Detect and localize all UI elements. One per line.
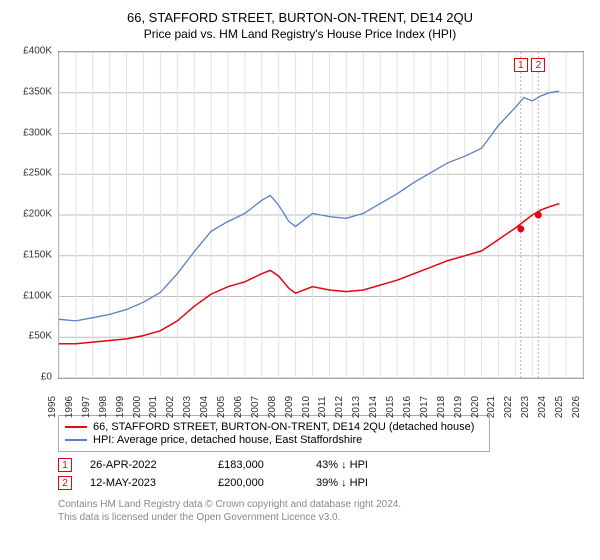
- x-tick-label: 1995: [47, 396, 58, 418]
- events-table: 1 26-APR-2022 £183,000 43% ↓ HPI 2 12-MAY-202…: [58, 458, 590, 490]
- event-price: £183,000: [218, 459, 298, 471]
- footer: Contains HM Land Registry data © Crown c…: [58, 498, 590, 524]
- footer-line-1: Contains HM Land Registry data © Crown c…: [58, 498, 590, 511]
- y-tick-label: £400K: [23, 46, 52, 57]
- x-tick-label: 2005: [216, 396, 227, 418]
- x-tick-label: 1997: [81, 396, 92, 418]
- x-tick-label: 2001: [148, 396, 159, 418]
- event-diff: 39% ↓ HPI: [316, 477, 406, 489]
- x-tick-label: 2010: [301, 396, 312, 418]
- x-tick-label: 2003: [182, 396, 193, 418]
- y-tick-label: £100K: [23, 290, 52, 301]
- x-tick-label: 2017: [419, 396, 430, 418]
- x-tick-label: 2012: [334, 396, 345, 418]
- y-tick-label: £300K: [23, 127, 52, 138]
- event-date: 26-APR-2022: [90, 459, 200, 471]
- x-tick-label: 1996: [64, 396, 75, 418]
- x-tick-label: 2016: [402, 396, 413, 418]
- x-tick-label: 2014: [368, 396, 379, 418]
- plot-area: 12: [58, 51, 584, 379]
- x-tick-label: 2000: [132, 396, 143, 418]
- x-tick-label: 1999: [115, 396, 126, 418]
- chart-marker-1: 1: [514, 58, 528, 72]
- x-tick-label: 2015: [385, 396, 396, 418]
- event-marker-box: 2: [58, 476, 72, 490]
- event-diff: 43% ↓ HPI: [316, 459, 406, 471]
- plot-svg: [59, 52, 583, 378]
- x-tick-label: 2011: [317, 396, 328, 418]
- x-tick-label: 2007: [250, 396, 261, 418]
- chart-marker-2: 2: [531, 58, 545, 72]
- x-tick-label: 2002: [165, 396, 176, 418]
- y-tick-label: £250K: [23, 168, 52, 179]
- legend-item: 66, STAFFORD STREET, BURTON-ON-TRENT, DE…: [65, 421, 483, 433]
- y-tick-label: £150K: [23, 249, 52, 260]
- x-tick-label: 2024: [537, 396, 548, 418]
- x-tick-label: 2021: [486, 396, 497, 418]
- x-axis: 1995199619971998199920002001200220032004…: [58, 381, 584, 407]
- y-tick-label: £0: [41, 372, 52, 383]
- legend-swatch: [65, 439, 87, 441]
- x-tick-label: 2004: [199, 396, 210, 418]
- x-tick-label: 2018: [436, 396, 447, 418]
- x-tick-label: 2026: [571, 396, 582, 418]
- page-title: 66, STAFFORD STREET, BURTON-ON-TRENT, DE…: [10, 10, 590, 25]
- event-date: 12-MAY-2023: [90, 477, 200, 489]
- x-tick-label: 2008: [267, 396, 278, 418]
- x-tick-label: 2022: [503, 396, 514, 418]
- x-tick-label: 2006: [233, 396, 244, 418]
- y-tick-label: £200K: [23, 209, 52, 220]
- event-row: 1 26-APR-2022 £183,000 43% ↓ HPI: [58, 458, 590, 472]
- x-tick-label: 2019: [453, 396, 464, 418]
- event-marker-box: 1: [58, 458, 72, 472]
- x-tick-label: 2013: [351, 396, 362, 418]
- chart: £0 £50K £100K £150K £200K £250K £300K £350K £400…: [10, 47, 590, 407]
- x-tick-label: 2020: [470, 396, 481, 418]
- legend-label: 66, STAFFORD STREET, BURTON-ON-TRENT, DE…: [93, 421, 474, 433]
- legend-swatch: [65, 426, 87, 428]
- x-tick-label: 2025: [554, 396, 565, 418]
- legend-label: HPI: Average price, detached house, East…: [93, 434, 362, 446]
- y-tick-label: £50K: [29, 331, 52, 342]
- legend-item: HPI: Average price, detached house, East…: [65, 434, 483, 446]
- legend: 66, STAFFORD STREET, BURTON-ON-TRENT, DE…: [58, 415, 490, 452]
- y-tick-label: £350K: [23, 86, 52, 97]
- footer-line-2: This data is licensed under the Open Gov…: [58, 511, 590, 524]
- x-tick-label: 2009: [284, 396, 295, 418]
- x-tick-label: 1998: [98, 396, 109, 418]
- x-tick-label: 2023: [520, 396, 531, 418]
- y-axis: £0£50K£100K£150K£200K£250K£300K£350K£400…: [10, 51, 54, 379]
- event-price: £200,000: [218, 477, 298, 489]
- event-row: 2 12-MAY-2023 £200,000 39% ↓ HPI: [58, 476, 590, 490]
- page-subtitle: Price paid vs. HM Land Registry's House …: [10, 27, 590, 41]
